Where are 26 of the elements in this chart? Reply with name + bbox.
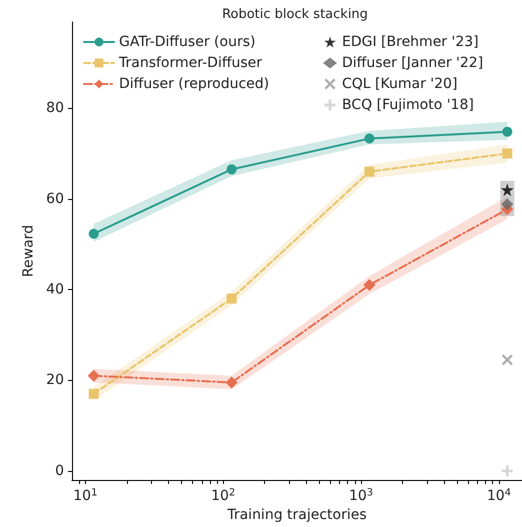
legend-label: Transformer-Diffuser (118, 55, 262, 71)
point (88, 228, 99, 239)
y-tick-label: 40 (46, 282, 64, 298)
legend-label: BCQ [Fujimoto '18] (342, 97, 474, 113)
point (502, 126, 512, 137)
y-tick-label: 80 (46, 100, 64, 116)
point (226, 376, 238, 389)
point (226, 164, 237, 174)
chart-title: Robotic block stacking (222, 7, 368, 22)
legend-label: GATr-Diffuser (ours) (119, 34, 256, 50)
legend-label: CQL [Kumar '20] (342, 76, 458, 92)
point (88, 388, 99, 399)
y-tick-label: 60 (46, 190, 64, 207)
point (502, 148, 512, 159)
point (364, 166, 374, 177)
point (363, 279, 376, 292)
point (88, 370, 100, 382)
legend-label: Diffuser (reproduced) (119, 76, 270, 92)
y-axis-title: Reward (20, 224, 36, 278)
legend-label: Diffuser [Janner '22] (342, 55, 484, 71)
x-axis-title: Training trajectories (226, 507, 367, 523)
point (364, 134, 374, 144)
y-tick-label: 0 (55, 462, 64, 479)
legend-label: EDGI [Brehmer '23] (342, 34, 479, 50)
point (226, 294, 237, 304)
y-tick-label: 20 (46, 372, 64, 388)
